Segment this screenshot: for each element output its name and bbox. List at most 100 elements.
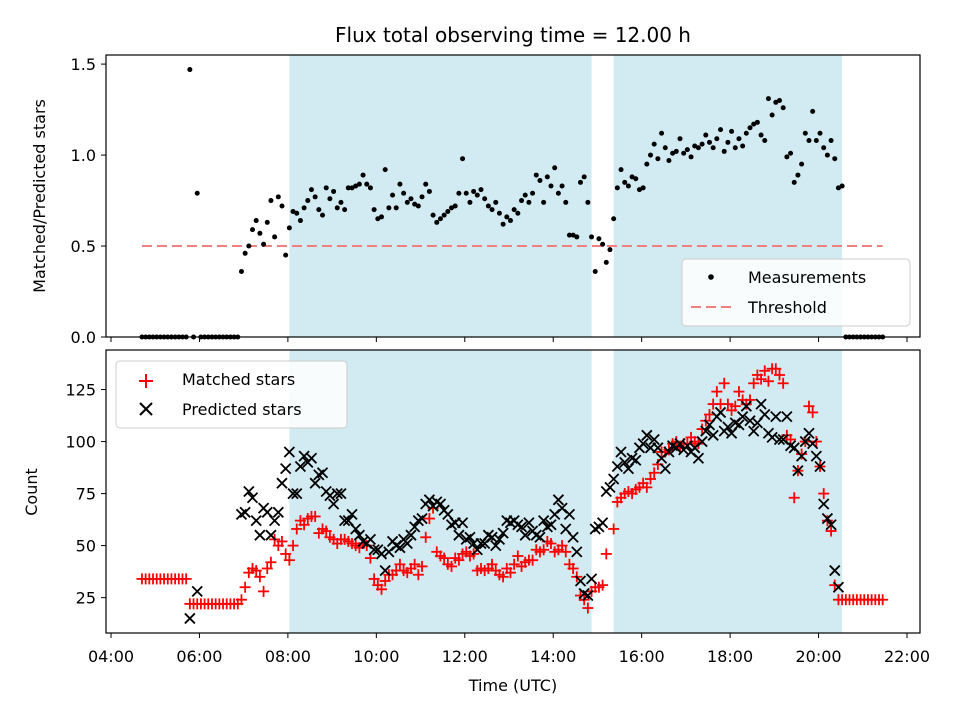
- measurement-point: [449, 205, 455, 211]
- measurement-point: [625, 183, 631, 189]
- measurement-point: [577, 179, 583, 185]
- measurement-point: [821, 145, 827, 151]
- predicted-star-point: [619, 456, 631, 469]
- predicted-star-point: [456, 517, 469, 529]
- matched-star-point: [759, 365, 771, 377]
- top-x-ticks: [110, 337, 908, 342]
- measurement-point: [367, 185, 373, 191]
- predicted-star-point: [582, 589, 594, 602]
- measurement-point: [275, 194, 281, 200]
- predicted-star-point: [375, 548, 388, 560]
- predicted-star-point: [755, 398, 767, 410]
- predicted-star-point: [523, 517, 535, 529]
- measurement-point: [718, 127, 724, 133]
- predicted-star-point: [692, 452, 705, 464]
- predicted-star-point: [239, 506, 251, 518]
- measurement-point: [795, 172, 801, 178]
- measurement-point: [364, 181, 370, 187]
- top-panel: 0.0 0.5 1.0 1.5 Flux total observing time =…: [30, 23, 921, 347]
- bottom-panel: 04:00 06:00 08:00 10:00 12:00 14:00 16:00 18:00…: [22, 349, 930, 695]
- measurement-point: [644, 161, 650, 167]
- predicted-star-point: [637, 438, 649, 450]
- measurement-point: [511, 207, 517, 213]
- measurement-point: [541, 199, 547, 205]
- predicted-star-point: [611, 460, 623, 473]
- predicted-star-point: [316, 467, 329, 479]
- measurement-point: [419, 194, 425, 200]
- x-tick-label: 12:00: [442, 647, 488, 666]
- predicted-star-point: [486, 531, 498, 543]
- top-axes-frame: [105, 54, 921, 338]
- measurement-point: [485, 203, 491, 209]
- predicted-star-point: [652, 442, 664, 454]
- top-legend-box: [681, 258, 911, 327]
- measurement-point: [533, 172, 539, 178]
- measurement-point: [441, 212, 447, 218]
- measurement-point: [194, 190, 200, 196]
- predicted-star-point: [250, 514, 262, 527]
- predicted-star-point: [243, 485, 255, 498]
- predicted-star-point: [538, 514, 550, 527]
- measurement-point: [688, 154, 694, 160]
- matched-star-point: [597, 579, 609, 591]
- measurement-point: [648, 152, 654, 158]
- matched-star-point: [394, 558, 406, 570]
- bottom-shaded-regions: [289, 350, 843, 633]
- matched-star-point: [438, 552, 450, 564]
- predicted-star-point: [740, 400, 752, 412]
- predicted-star-point: [379, 564, 391, 577]
- x-tick-label: 20:00: [796, 647, 842, 666]
- measurement-point: [817, 130, 823, 136]
- measurement-point: [279, 203, 285, 209]
- measurement-point: [751, 121, 757, 127]
- bottom-y-tick-label: 75: [76, 485, 96, 504]
- matched-star-point: [777, 377, 789, 389]
- matched-star-point: [375, 583, 387, 595]
- measurement-point: [596, 236, 602, 242]
- matched-star-point: [733, 386, 745, 398]
- measurement-point: [570, 232, 576, 238]
- predicted-star-point: [766, 431, 778, 444]
- legend-matched-label: Matched stars: [182, 370, 295, 389]
- predicted-star-point: [792, 465, 804, 477]
- predicted-star-point: [829, 564, 841, 577]
- matched-star-point: [788, 492, 800, 504]
- measurement-point: [515, 210, 521, 216]
- measurement-point: [607, 247, 613, 253]
- top-y-axis-label: Matched/Predicted stars: [30, 99, 49, 293]
- matched-star-point: [258, 585, 270, 597]
- measurement-point: [423, 181, 429, 187]
- predicted-star-point: [309, 477, 321, 489]
- matched-star-point: [538, 544, 550, 556]
- measurement-point: [456, 190, 462, 196]
- measurement-point: [519, 198, 525, 204]
- measurement-point: [382, 167, 388, 173]
- measurement-point: [320, 212, 326, 218]
- matched-star-point: [527, 554, 539, 566]
- measurement-point: [810, 108, 816, 114]
- measurement-point: [334, 205, 340, 211]
- predicted-star-point: [630, 454, 642, 466]
- matched-star-point: [254, 571, 266, 583]
- matched-star-point: [379, 575, 391, 587]
- measurement-point: [773, 99, 779, 105]
- matched-star-point: [504, 567, 516, 579]
- matched-star-point: [641, 481, 653, 493]
- matched-star-point: [291, 523, 303, 535]
- predicted-star-point: [294, 460, 307, 473]
- x-tick-label: 16:00: [619, 647, 665, 666]
- measurement-point: [375, 216, 381, 222]
- measurement-point: [268, 198, 274, 204]
- measurement-point: [592, 269, 598, 275]
- measurement-point: [651, 141, 657, 147]
- predicted-star-point: [291, 487, 303, 500]
- measurement-point: [780, 105, 786, 111]
- matched-star-point: [818, 488, 830, 500]
- predicted-star-point: [305, 452, 318, 464]
- predicted-star-point: [648, 433, 660, 446]
- measurement-point: [308, 187, 314, 193]
- measurement-point: [681, 150, 687, 156]
- measurement-point: [489, 207, 495, 213]
- measurement-point: [699, 141, 705, 147]
